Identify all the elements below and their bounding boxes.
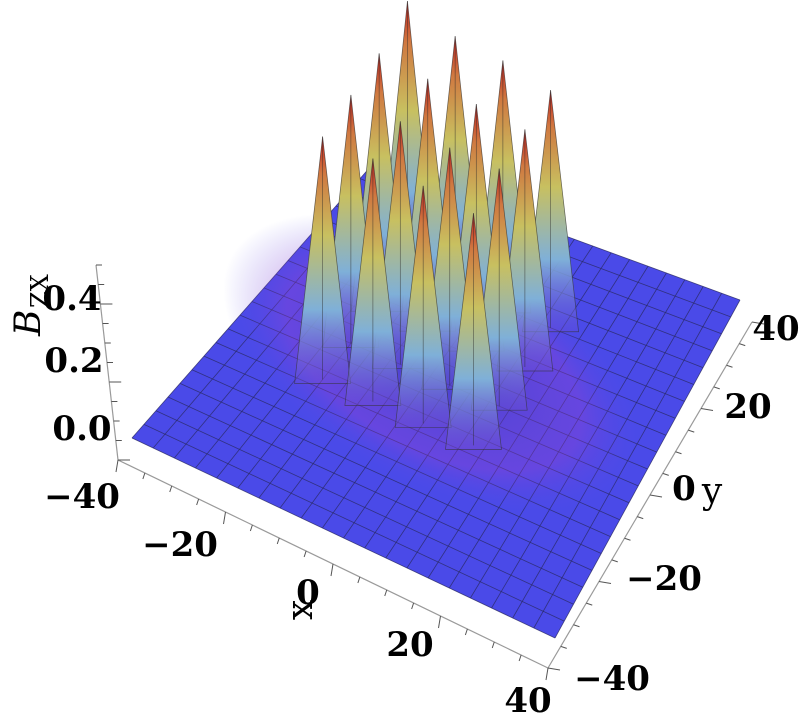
y-tick — [739, 343, 746, 347]
x-tick — [276, 537, 280, 545]
svg-text:B: B — [8, 310, 49, 337]
x-tick — [518, 654, 522, 662]
x-tick — [491, 641, 495, 649]
z-tick-label: 0.4 — [42, 279, 101, 319]
y-axis-label: y — [701, 471, 723, 512]
x-tick — [357, 576, 361, 584]
x-tick — [330, 563, 334, 577]
x-tick — [384, 589, 388, 597]
peak — [394, 185, 452, 428]
y-tick — [700, 408, 714, 411]
x-tick — [249, 524, 253, 532]
y-tick — [598, 581, 612, 584]
x-tick-label: −20 — [142, 525, 218, 565]
y-tick — [573, 624, 580, 628]
mesh-line — [554, 299, 741, 639]
y-tick — [586, 602, 593, 606]
x-tick — [223, 511, 226, 525]
y-tick — [675, 451, 682, 455]
x-tick — [169, 485, 173, 493]
y-tick — [649, 494, 663, 498]
y-tick-label: 0 — [672, 469, 696, 509]
y-tick-label: 40 — [752, 309, 799, 349]
x-axis: −40 −20 0 20 40 — [44, 459, 552, 721]
y-tick — [611, 559, 618, 563]
y-tick — [726, 364, 733, 368]
x-tick — [142, 472, 146, 480]
peak — [294, 136, 351, 384]
z-axis-label: B ZX — [8, 274, 54, 337]
x-tick — [115, 459, 119, 473]
y-tick — [713, 386, 720, 390]
svg-text:ZX: ZX — [26, 274, 54, 308]
x-tick — [303, 550, 307, 558]
x-tick — [545, 667, 549, 681]
y-axis: −40 −20 0 20 40 — [547, 309, 800, 699]
x-tick-label: 40 — [504, 681, 551, 721]
y-tick-label: 20 — [724, 387, 771, 427]
x-tick-label: 0 — [296, 573, 320, 613]
x-tick — [438, 615, 441, 629]
x-axis-label: x — [280, 600, 321, 620]
y-tick-label: −40 — [574, 659, 650, 699]
x-tick-label: 20 — [386, 625, 433, 665]
x-tick — [464, 628, 468, 636]
z-axis: 0.0 0.2 0.4 — [42, 264, 130, 461]
z-tick-label: 0.2 — [44, 341, 103, 381]
z-tick-label: 0.0 — [52, 409, 111, 449]
y-tick — [560, 645, 567, 649]
y-tick — [637, 516, 644, 520]
peak — [445, 213, 502, 450]
peaks — [294, 1, 579, 450]
y-tick-label: −20 — [626, 559, 702, 599]
y-tick — [624, 537, 631, 541]
y-tick — [688, 429, 695, 433]
y-tick — [751, 321, 765, 325]
x-tick-label: −40 — [44, 477, 120, 517]
y-tick — [547, 667, 561, 671]
x-tick — [411, 602, 415, 610]
y-tick — [662, 472, 669, 476]
x-tick — [196, 498, 200, 506]
peak — [344, 158, 402, 406]
